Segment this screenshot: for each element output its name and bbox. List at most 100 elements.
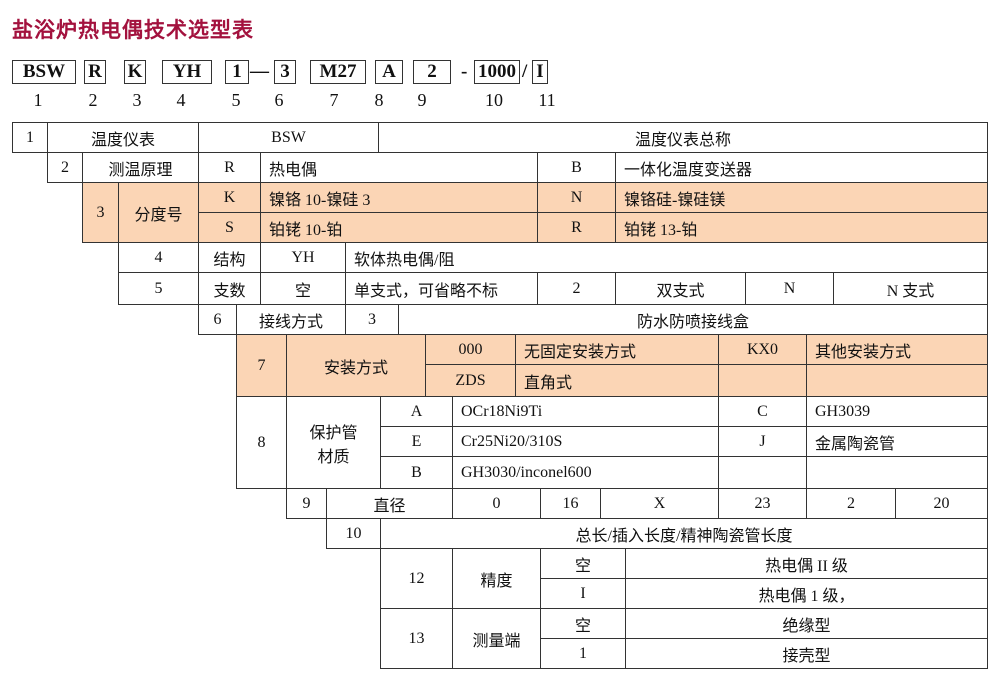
cell-r13-2: 空: [540, 608, 626, 639]
cell-r7-5: 其他安装方式: [806, 334, 988, 365]
cell-r2-3: 热电偶: [260, 152, 538, 183]
code-position: 11: [538, 90, 556, 110]
cell-r9-5: 23: [718, 488, 807, 519]
cell-r7-0: 7: [236, 334, 287, 397]
cell-r6-0: 6: [198, 304, 237, 335]
code-position: 6: [274, 90, 284, 110]
code-box-7: M27: [310, 60, 366, 84]
cell-r5-2: 空: [260, 272, 346, 305]
cell-r6-2: 3: [345, 304, 399, 335]
cell-r7-6: ZDS: [425, 364, 516, 397]
cell-r12-4: I: [540, 578, 626, 609]
cell-r3-9: 铂铑 13-铂: [615, 212, 988, 243]
code-box-6: 3: [274, 60, 296, 84]
cell-r7-4: KX0: [718, 334, 807, 365]
cell-r2-4: B: [537, 152, 616, 183]
cell-r8-7: Cr25Ni20/310S: [452, 426, 719, 457]
cell-r9-7: 20: [895, 488, 988, 519]
code-separator: —: [250, 61, 269, 82]
code-position: 4: [176, 90, 186, 110]
cell-r2-1: 测温原理: [82, 152, 199, 183]
cell-r8-6: E: [380, 426, 453, 457]
code-separator: -: [461, 61, 468, 82]
cell-r12-5: 热电偶 1 级，: [625, 578, 988, 609]
cell-r5-0: 5: [118, 272, 199, 305]
cell-r13-0: 13: [380, 608, 453, 669]
cell-r5-3: 单支式，可省略不标: [345, 272, 538, 305]
cell-r3-2: K: [198, 182, 261, 213]
cell-r10-0: 10: [326, 518, 381, 549]
cell-empty: [806, 456, 988, 489]
cell-r12-3: 热电偶 II 级: [625, 548, 988, 579]
cell-r8-10: B: [380, 456, 453, 489]
cell-r8-1: 保护管 材质: [286, 396, 381, 489]
code-position: 8: [374, 90, 384, 110]
cell-r8-2: A: [380, 396, 453, 427]
cell-r1-0: 1: [12, 122, 48, 153]
cell-r3-5: 镍铬硅-镍硅镁: [615, 182, 988, 213]
cell-r3-1: 分度号: [118, 182, 199, 243]
cell-r5-5: 双支式: [615, 272, 746, 305]
cell-r5-7: N 支式: [833, 272, 988, 305]
cell-r7-3: 无固定安装方式: [515, 334, 719, 365]
code-position: 2: [88, 90, 98, 110]
cell-r9-4: X: [600, 488, 719, 519]
cell-r8-0: 8: [236, 396, 287, 489]
cell-r9-2: 0: [452, 488, 541, 519]
cell-r8-9: 金属陶瓷管: [806, 426, 988, 457]
code-separator: /: [522, 61, 528, 82]
cell-r5-1: 支数: [198, 272, 261, 305]
cell-r3-3: 镍铬 10-镍硅 3: [260, 182, 538, 213]
code-position: 10: [485, 90, 503, 110]
code-box-10: 1000: [474, 60, 520, 84]
cell-r8-3: OCr18Ni9Ti: [452, 396, 719, 427]
code-box-8: A: [375, 60, 403, 84]
code-box-4: YH: [162, 60, 212, 84]
cell-r10-1: 总长/插入长度/精神陶瓷管长度: [380, 518, 988, 549]
cell-r2-5: 一体化温度变送器: [615, 152, 988, 183]
cell-r1-1: 温度仪表: [47, 122, 199, 153]
code-position: 1: [33, 90, 43, 110]
cell-r4-2: YH: [260, 242, 346, 273]
cell-r2-2: R: [198, 152, 261, 183]
cell-r8-8: J: [718, 426, 807, 457]
cell-r4-1: 结构: [198, 242, 261, 273]
cell-r13-3: 绝缘型: [625, 608, 988, 639]
cell-r13-5: 接壳型: [625, 638, 988, 669]
code-box-9: 2: [413, 60, 451, 84]
cell-r9-3: 16: [540, 488, 601, 519]
cell-r8-4: C: [718, 396, 807, 427]
cell-r5-4: 2: [537, 272, 616, 305]
cell-empty: [718, 364, 807, 397]
cell-r6-3: 防水防喷接线盒: [398, 304, 988, 335]
cell-r7-2: 000: [425, 334, 516, 365]
cell-r3-6: S: [198, 212, 261, 243]
code-box-5: 1: [225, 60, 249, 84]
code-position: 7: [329, 90, 339, 110]
cell-r2-0: 2: [47, 152, 83, 183]
cell-r8-11: GH3030/inconel600: [452, 456, 719, 489]
cell-r3-0: 3: [82, 182, 119, 243]
cell-r13-1: 测量端: [452, 608, 541, 669]
cell-r12-0: 12: [380, 548, 453, 609]
code-position: 3: [132, 90, 142, 110]
cell-r4-0: 4: [118, 242, 199, 273]
code-box-1: BSW: [12, 60, 76, 84]
cell-r9-1: 直径: [326, 488, 453, 519]
code-box-11: I: [532, 60, 548, 84]
cell-r13-4: 1: [540, 638, 626, 669]
code-position: 5: [231, 90, 241, 110]
cell-r7-7: 直角式: [515, 364, 719, 397]
page-title: 盐浴炉热电偶技术选型表: [12, 18, 254, 42]
cell-r12-2: 空: [540, 548, 626, 579]
cell-r1-3: 温度仪表总称: [378, 122, 988, 153]
cell-r7-1: 安装方式: [286, 334, 426, 397]
cell-r8-5: GH3039: [806, 396, 988, 427]
cell-r3-7: 铂铑 10-铂: [260, 212, 538, 243]
code-box-3: K: [124, 60, 146, 84]
cell-r6-1: 接线方式: [236, 304, 346, 335]
cell-empty: [718, 456, 807, 489]
cell-r4-3: 软体热电偶/阻: [345, 242, 988, 273]
cell-r3-8: R: [537, 212, 616, 243]
cell-r12-1: 精度: [452, 548, 541, 609]
